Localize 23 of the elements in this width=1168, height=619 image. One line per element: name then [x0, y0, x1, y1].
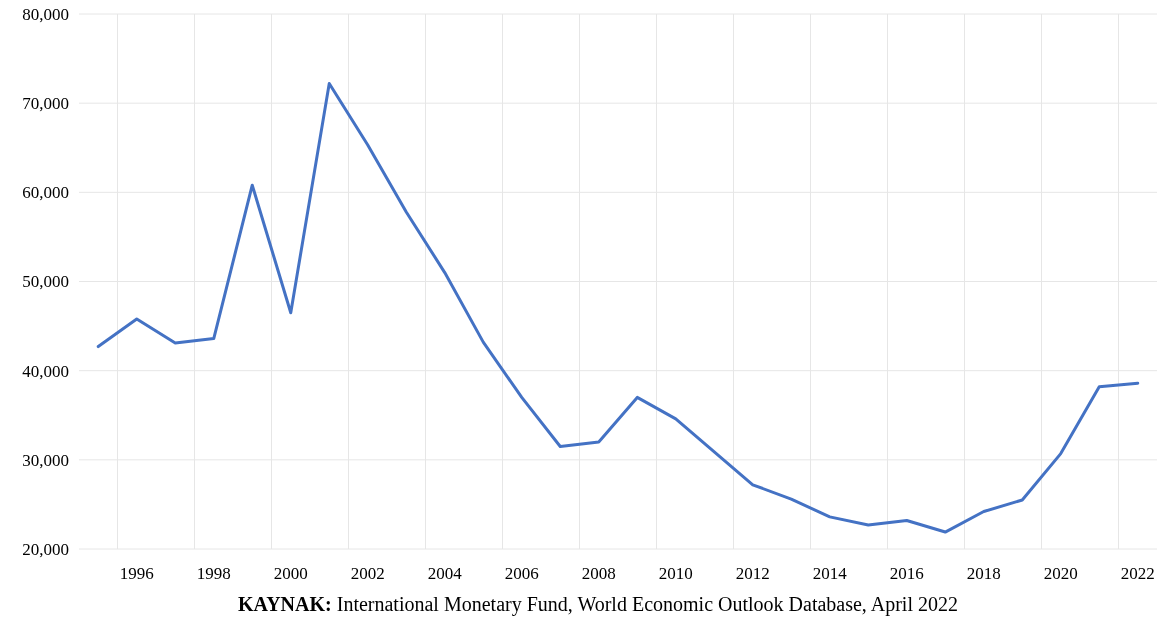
x-tick-label: 2016: [889, 564, 924, 583]
x-tick-label: 2018: [966, 564, 1001, 583]
x-tick-label: 1996: [119, 564, 154, 583]
line-series: [96, 82, 1140, 534]
y-tick-label: 40,000: [22, 361, 69, 381]
x-tick-label: 2010: [658, 564, 693, 583]
text: KAYNAK: International Monetary Fund, World Economic Outlook Database, April 2022: [238, 593, 958, 616]
x-tick-label: 2022: [1120, 564, 1155, 583]
y-tick-label: 70,000: [22, 94, 69, 114]
x-tick-label: 2008: [581, 564, 616, 583]
x-tick-label: 1998: [196, 564, 231, 583]
y-tick-label: 50,000: [22, 272, 69, 292]
y-tick-label: 80,000: [22, 4, 69, 24]
x-tick-label: 2020: [1043, 564, 1078, 583]
x-tick-label: 2002: [350, 564, 385, 583]
y-tick-label: 60,000: [22, 183, 69, 203]
x-tick-label: 2004: [427, 564, 463, 583]
x-tick-label: 2006: [504, 564, 539, 583]
y-tick-label: 20,000: [22, 539, 69, 559]
x-tick-label: 2000: [273, 564, 308, 583]
y-tick-label: 30,000: [22, 450, 69, 470]
x-tick-label: 2012: [735, 564, 770, 583]
x-tick-label: 2014: [812, 564, 848, 583]
